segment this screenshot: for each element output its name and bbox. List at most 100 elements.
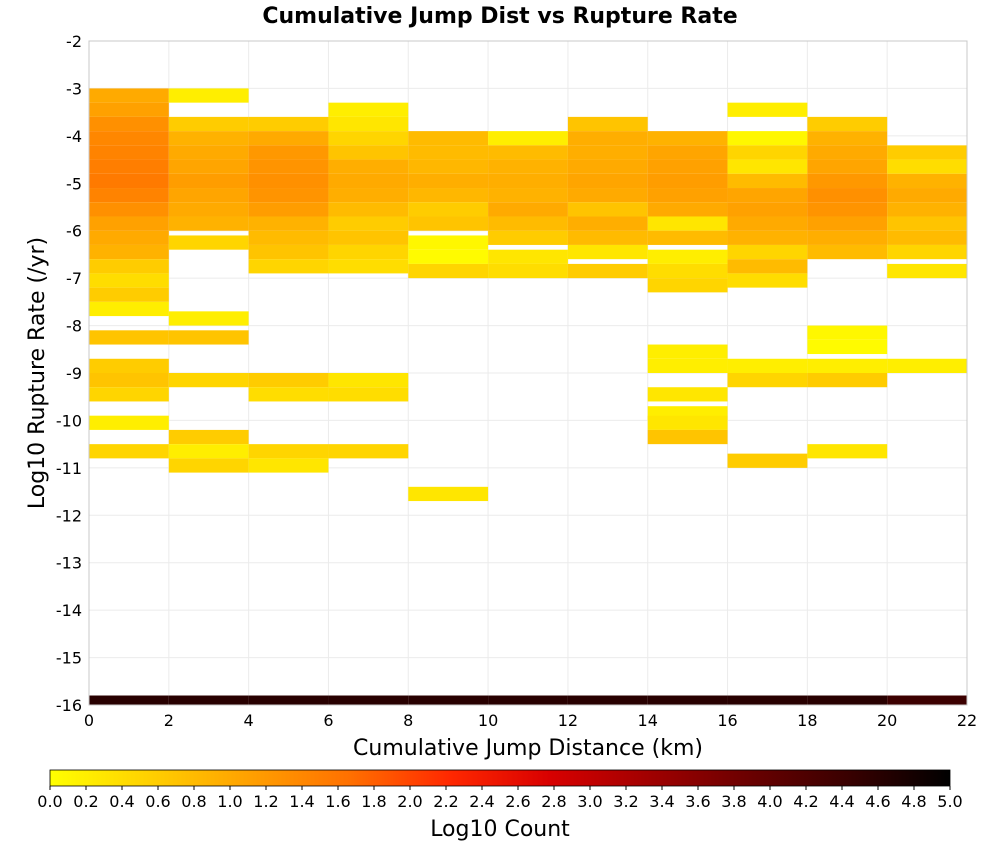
- heatmap-cell: [168, 330, 249, 345]
- heatmap-cell: [328, 695, 409, 705]
- colorbar-tick-label: 0.6: [145, 792, 170, 811]
- colorbar-tick-label: 3.8: [721, 792, 746, 811]
- colorbar-tick-label: 4.8: [901, 792, 926, 811]
- heatmap-cell: [887, 695, 967, 705]
- heatmap-cell: [647, 230, 728, 245]
- colorbar-tick-label: 0.0: [37, 792, 62, 811]
- heatmap-cell: [248, 244, 329, 260]
- heatmap-cell: [727, 230, 808, 245]
- heatmap-cell: [647, 278, 728, 293]
- heatmap-cell: [408, 263, 489, 279]
- heatmap-cell: [647, 695, 728, 705]
- heatmap-cell: [807, 325, 888, 340]
- colorbar-label: Log10 Count: [430, 817, 570, 842]
- heatmap-cell: [248, 188, 329, 203]
- heatmap-cell: [408, 202, 489, 217]
- heatmap-cell: [647, 216, 728, 231]
- heatmap-cell: [488, 173, 568, 189]
- y-tick-label: -8: [66, 317, 82, 336]
- heatmap-cell: [408, 131, 489, 146]
- heatmap-cell: [647, 387, 728, 402]
- heatmap-cell: [887, 216, 967, 231]
- heatmap-cell: [89, 102, 169, 117]
- colorbar-tick-label: 3.6: [685, 792, 710, 811]
- heatmap-cell: [328, 216, 409, 231]
- heatmap-cell: [887, 188, 967, 203]
- heatmap-cell: [567, 173, 648, 189]
- heatmap-cell: [168, 311, 249, 326]
- heatmap-cell: [168, 429, 249, 445]
- heatmap-cell: [328, 444, 409, 459]
- heatmap-cell: [488, 202, 568, 217]
- colorbar-tick-label: 3.2: [613, 792, 638, 811]
- heatmap-cell: [807, 188, 888, 203]
- colorbar-tick-label: 3.4: [649, 792, 674, 811]
- x-tick-label: 22: [957, 711, 977, 730]
- heatmap-cell: [887, 263, 967, 279]
- heatmap-cell: [488, 159, 568, 174]
- heatmap-cell: [647, 415, 728, 430]
- heatmap-cell: [328, 202, 409, 217]
- heatmap-cell: [248, 159, 329, 174]
- y-tick-label: -15: [56, 649, 82, 668]
- heatmap-cell: [727, 188, 808, 203]
- heatmap-cell: [647, 145, 728, 160]
- heatmap-cell: [807, 358, 888, 373]
- heatmap-cell: [328, 373, 409, 388]
- colorbar-tick-label: 1.8: [361, 792, 386, 811]
- heatmap-cell: [567, 263, 648, 279]
- heatmap-cell: [248, 131, 329, 146]
- heatmap-cell: [488, 695, 568, 705]
- heatmap-cell: [168, 202, 249, 217]
- heatmap-cell: [168, 173, 249, 189]
- heatmap-cell: [168, 458, 249, 473]
- heatmap-cell: [89, 301, 169, 317]
- heatmap-cell: [807, 444, 888, 459]
- y-tick-label: -10: [56, 411, 82, 430]
- colorbar-tick-label: 1.0: [217, 792, 242, 811]
- chart-title: Cumulative Jump Dist vs Rupture Rate: [262, 4, 737, 29]
- heatmap-cell: [647, 358, 728, 373]
- heatmap-cell: [248, 202, 329, 217]
- heatmap-cell: [807, 244, 888, 260]
- heatmap-cell: [248, 173, 329, 189]
- heatmap-cell: [488, 188, 568, 203]
- heatmap-cell: [408, 188, 489, 203]
- heatmap-cell: [248, 259, 329, 274]
- heatmap-cell: [248, 695, 329, 705]
- y-tick-label: -13: [56, 554, 82, 573]
- heatmap-cell: [408, 216, 489, 231]
- y-tick-label: -2: [66, 32, 82, 51]
- heatmap-cell: [89, 145, 169, 160]
- heatmap-cell: [89, 287, 169, 302]
- heatmap-cell: [89, 159, 169, 174]
- heatmap-cell: [168, 695, 249, 705]
- x-tick-label: 0: [84, 711, 94, 730]
- colorbar-tick-label: 0.2: [73, 792, 98, 811]
- heatmap-cell: [647, 188, 728, 203]
- heatmap-cell: [647, 159, 728, 174]
- heatmap-cell: [408, 159, 489, 174]
- colorbar-tick-label: 1.2: [253, 792, 278, 811]
- heatmap-cell: [168, 88, 249, 103]
- heatmap-cell: [168, 373, 249, 388]
- heatmap-cell: [488, 145, 568, 160]
- heatmap-cell: [328, 188, 409, 203]
- heatmap-cell: [887, 173, 967, 189]
- heatmap-cell: [408, 145, 489, 160]
- x-tick-label: 6: [323, 711, 333, 730]
- heatmap-cell: [567, 188, 648, 203]
- heatmap-cell: [727, 202, 808, 217]
- heatmap-cell: [168, 131, 249, 146]
- colorbar-tick-labels: 0.0 0.2 0.4 0.6 0.8 1.0 1.2 1.4 1.6 1.8 2.0 2.2 2.4 2…: [37, 786, 963, 811]
- heatmap-cell: [647, 202, 728, 217]
- colorbar-tick-label: 2.2: [433, 792, 458, 811]
- colorbar-tick-label: 1.6: [325, 792, 350, 811]
- heatmap-cell: [248, 145, 329, 160]
- colorbar-tick-label: 5.0: [937, 792, 962, 811]
- heatmap-cell: [168, 235, 249, 250]
- x-tick-label: 20: [877, 711, 897, 730]
- heatmap-cell: [727, 173, 808, 189]
- heatmap-cell: [248, 387, 329, 402]
